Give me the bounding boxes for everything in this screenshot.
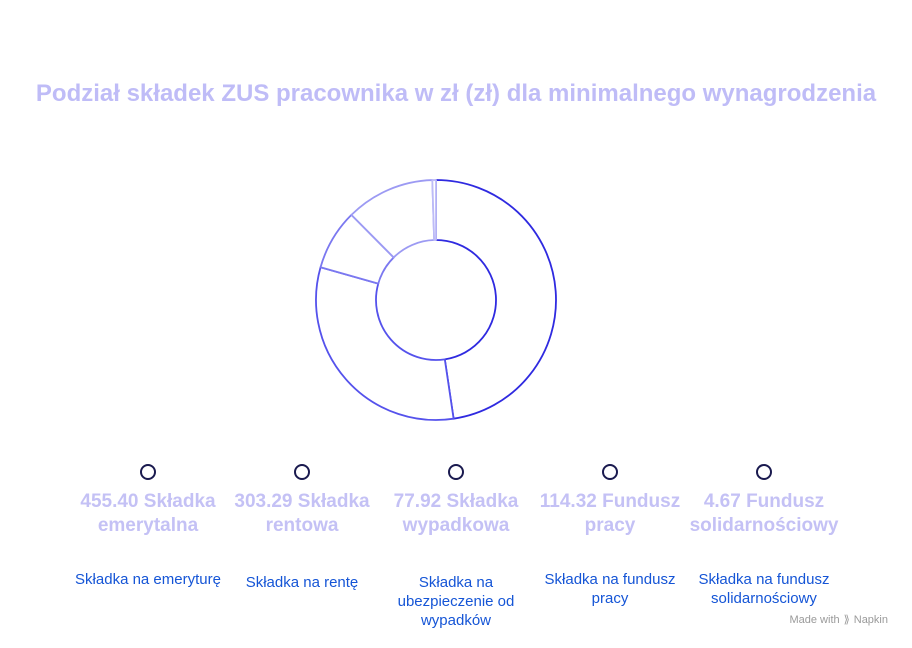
napkin-logo-icon: ⟫ [843, 614, 850, 626]
legend-description: Składka na fundusz solidarnościowy [698, 571, 830, 607]
legend-description: Składka na fundusz pracy [544, 571, 676, 607]
legend-item-rentowa: 303.29 Składka rentowa Składka na rentę [222, 464, 382, 591]
legend-heading: 455.40 Składka emerytalna [80, 491, 216, 536]
legend-marker-icon [756, 464, 772, 480]
legend-item-wypadkowa: 77.92 Składka wypadkowa Składka na ubezp… [376, 464, 536, 629]
donut-slice-5 [431, 179, 437, 241]
legend-marker-icon [140, 464, 156, 480]
legend-heading: 303.29 Składka rentowa [234, 491, 370, 536]
donut-slice-2 [315, 266, 455, 421]
legend-description: Składka na rentę [245, 574, 359, 591]
legend-description: Składka na emeryturę [75, 571, 221, 588]
watermark-text: Made with [789, 613, 840, 626]
donut-slice-1 [435, 179, 557, 420]
legend-description: Składka na ubezpieczenie od wypadków [397, 574, 515, 629]
chart-title: Podział składek ZUS pracownika w zł (zł)… [35, 80, 877, 107]
legend-item-fundusz-pracy: 114.32 Fundusz pracy Składka na fundusz … [530, 464, 690, 607]
legend-marker-icon [294, 464, 310, 480]
legend-heading: 77.92 Składka wypadkowa [393, 491, 519, 536]
legend-marker-icon [602, 464, 618, 480]
legend-item-emerytalna: 455.40 Składka emerytalna Składka na eme… [68, 464, 228, 588]
watermark-brand: Napkin [853, 613, 888, 626]
legend-heading: 114.32 Fundusz pracy [539, 491, 681, 536]
legend-marker-icon [448, 464, 464, 480]
legend-heading: 4.67 Fundusz solidarnościowy [689, 491, 839, 536]
watermark: Made with ⟫ Napkin [789, 613, 888, 627]
legend-item-fundusz-solidarnosciowy: 4.67 Fundusz solidarnościowy Składka na … [684, 464, 844, 607]
